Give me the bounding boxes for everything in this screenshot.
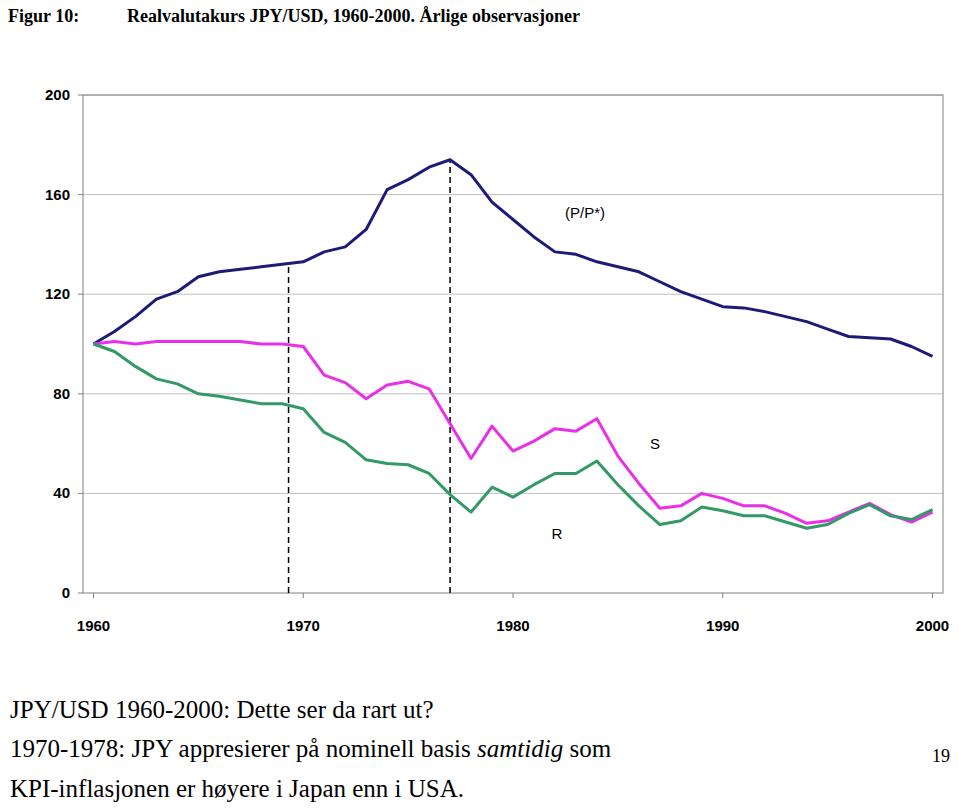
x-tick (722, 593, 723, 598)
note: JPY/USD 1960-2000: Dette ser da rart ut? (10, 696, 434, 723)
note-text: 1970-1978: JPY appresierer på nominell b… (10, 735, 477, 762)
note-text: JPY/USD 1960-2000: Dette ser da rart ut? (10, 696, 434, 723)
y-tick-label: 120 (45, 285, 70, 302)
x-tick-label: 1990 (706, 617, 739, 634)
figure-label: Figur 10: (8, 6, 79, 26)
reference-line (449, 160, 451, 593)
x-tick (932, 593, 933, 598)
note-text: KPI-inflasjonen er høyere i Japan enn i … (10, 775, 464, 802)
x-tick (303, 593, 304, 598)
grid-line (83, 294, 943, 295)
y-tick-label: 40 (53, 484, 70, 501)
y-tick-label: 200 (45, 86, 70, 103)
y-tick (78, 294, 83, 295)
note-text: som (563, 735, 611, 762)
x-tick-label: 1960 (77, 617, 110, 634)
series-line (93, 344, 932, 528)
note: 1970-1978: JPY appresierer på nominell b… (10, 735, 612, 762)
series-label: S (650, 435, 660, 452)
y-tick (78, 493, 83, 494)
y-tick-label: 80 (53, 385, 70, 402)
y-tick-label: 160 (45, 186, 70, 203)
plot-area (93, 160, 932, 593)
series-label: R (552, 525, 563, 542)
reference-line (288, 264, 290, 593)
y-tick-label: 0 (62, 584, 70, 601)
plot-frame (83, 95, 943, 593)
y-tick (78, 393, 83, 394)
y-tick (78, 95, 83, 96)
note-text: samtidig (477, 735, 563, 762)
page-number: 19 (932, 746, 950, 766)
series-label: (P/P*) (565, 204, 605, 221)
note: KPI-inflasjonen er høyere i Japan enn i … (10, 775, 464, 802)
x-tick-label: 1970 (287, 617, 320, 634)
series-line (93, 160, 932, 357)
y-tick (78, 194, 83, 195)
title: Realvalutakurs JPY/USD, 1960-2000. Årlig… (127, 6, 580, 26)
x-tick (513, 593, 514, 598)
x-tick-label: 1980 (496, 617, 529, 634)
x-tick-label: 2000 (916, 617, 949, 634)
grid-line (83, 194, 943, 195)
chart: Figur 10: Realvalutakurs JPY/USD, 1960-20… (0, 0, 959, 810)
grid-line (83, 493, 943, 494)
y-tick (78, 593, 83, 594)
x-tick (93, 593, 94, 598)
